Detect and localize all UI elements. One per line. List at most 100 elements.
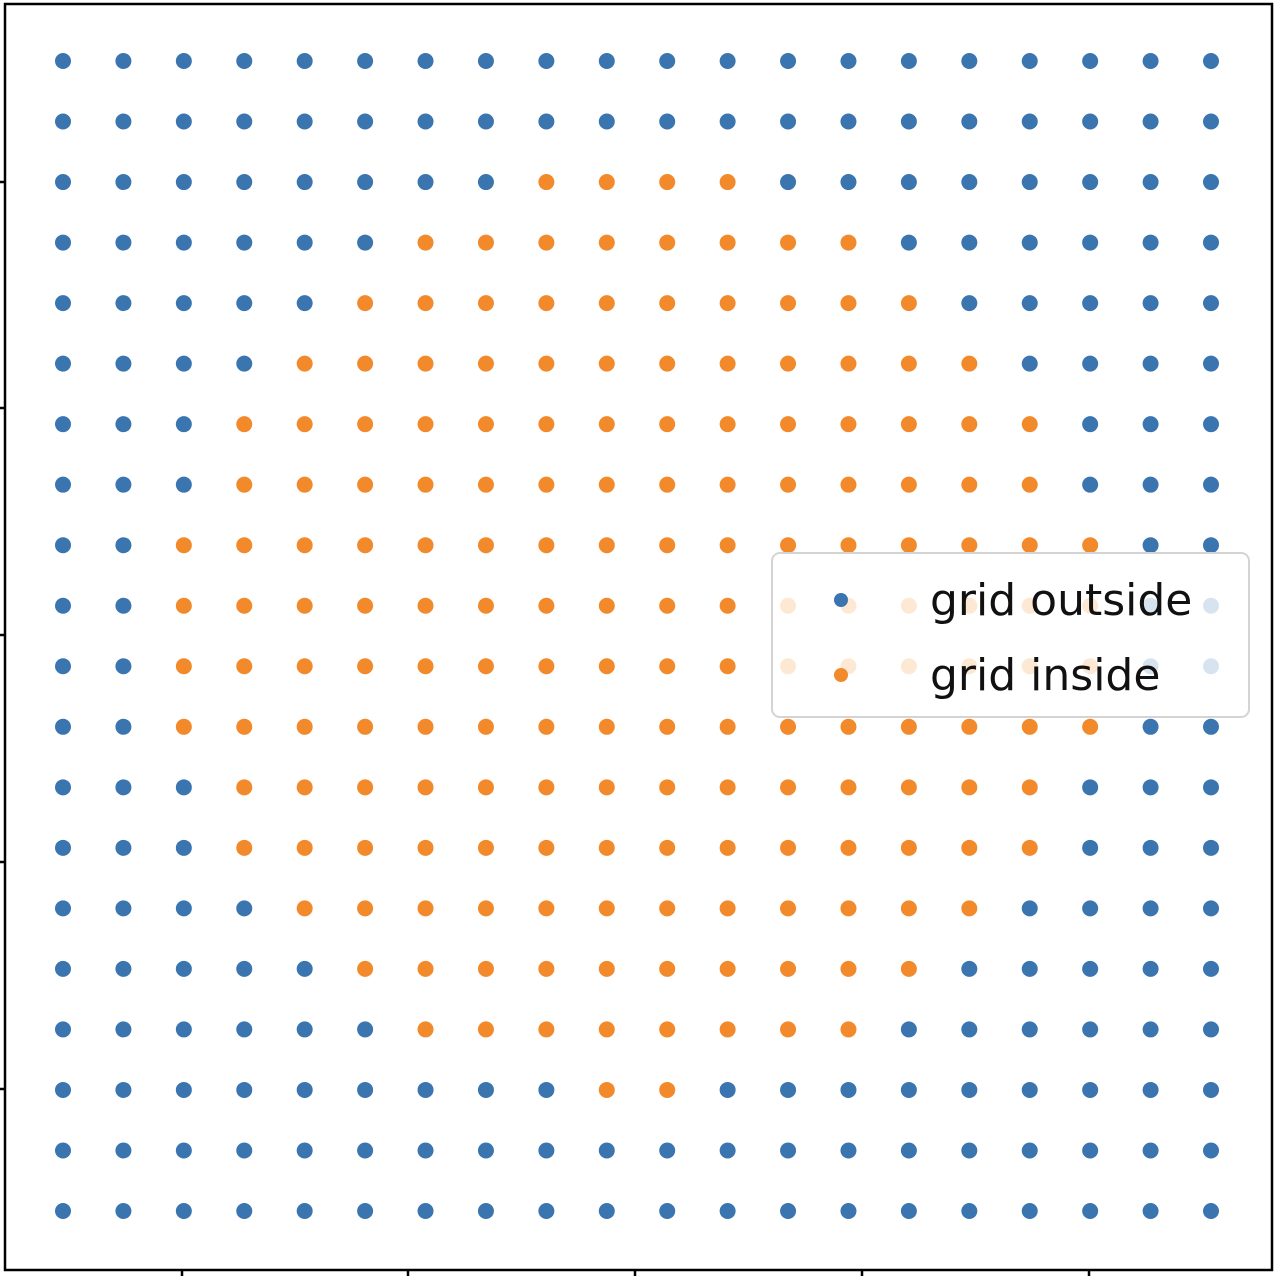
point-grid-outside <box>1082 355 1099 372</box>
point-grid-inside <box>961 537 978 554</box>
point-grid-inside <box>357 900 374 917</box>
point-grid-outside <box>175 53 192 69</box>
point-grid-outside <box>296 174 313 191</box>
point-grid-inside <box>477 779 494 796</box>
point-grid-outside <box>840 113 857 130</box>
point-grid-inside <box>236 476 253 493</box>
point-grid-inside <box>357 597 374 614</box>
point-grid-outside <box>659 1142 676 1159</box>
point-grid-outside <box>719 1203 736 1219</box>
point-grid-outside <box>55 1203 71 1219</box>
point-grid-outside <box>55 839 71 856</box>
point-grid-inside <box>1021 416 1038 433</box>
point-grid-inside <box>296 839 313 856</box>
point-grid-inside <box>417 355 434 372</box>
point-grid-inside <box>598 355 615 372</box>
point-grid-inside <box>659 779 676 796</box>
point-grid-inside <box>659 234 676 251</box>
point-grid-inside <box>719 234 736 251</box>
point-grid-inside <box>477 476 494 493</box>
point-grid-inside <box>780 416 797 433</box>
point-grid-outside <box>236 1081 253 1098</box>
point-grid-outside <box>175 416 192 433</box>
point-grid-inside <box>659 355 676 372</box>
point-grid-inside <box>719 839 736 856</box>
point-grid-inside <box>236 537 253 554</box>
point-grid-outside <box>1142 476 1159 493</box>
point-grid-outside <box>1021 1142 1038 1159</box>
point-grid-inside <box>1021 537 1038 554</box>
point-grid-outside <box>1203 53 1219 69</box>
point-grid-outside <box>417 53 434 69</box>
point-grid-outside <box>175 1142 192 1159</box>
point-grid-inside <box>477 658 494 675</box>
point-grid-outside <box>1082 1142 1099 1159</box>
point-grid-outside <box>115 295 132 312</box>
point-grid-outside <box>55 1081 71 1098</box>
point-grid-outside <box>840 53 857 69</box>
point-grid-outside <box>175 839 192 856</box>
point-grid-outside <box>55 597 71 614</box>
point-grid-outside <box>236 295 253 312</box>
point-grid-outside <box>115 1142 132 1159</box>
point-grid-outside <box>1142 416 1159 433</box>
point-grid-inside <box>961 718 978 735</box>
point-grid-inside <box>236 416 253 433</box>
point-grid-inside <box>659 658 676 675</box>
point-grid-outside <box>1082 234 1099 251</box>
point-grid-outside <box>55 779 71 796</box>
point-grid-outside <box>1203 416 1219 433</box>
point-grid-outside <box>55 234 71 251</box>
legend-box <box>771 552 1250 718</box>
point-grid-outside <box>1082 476 1099 493</box>
point-grid-outside <box>1203 779 1219 796</box>
point-grid-outside <box>1021 1203 1038 1219</box>
point-grid-outside <box>1021 960 1038 977</box>
point-grid-inside <box>598 900 615 917</box>
point-grid-outside <box>1203 1021 1219 1038</box>
point-grid-outside <box>115 718 132 735</box>
point-grid-outside <box>296 1021 313 1038</box>
point-grid-outside <box>1021 295 1038 312</box>
point-grid-outside <box>175 1203 192 1219</box>
point-grid-inside <box>961 355 978 372</box>
point-grid-inside <box>659 174 676 191</box>
point-grid-inside <box>538 476 555 493</box>
point-grid-outside <box>538 1081 555 1098</box>
point-grid-inside <box>598 658 615 675</box>
point-grid-inside <box>175 718 192 735</box>
point-grid-outside <box>236 234 253 251</box>
point-grid-outside <box>236 1142 253 1159</box>
point-grid-outside <box>780 174 797 191</box>
axes-frame <box>3 2 1274 1272</box>
point-grid-inside <box>538 234 555 251</box>
point-grid-inside <box>719 416 736 433</box>
point-grid-inside <box>900 416 917 433</box>
point-grid-outside <box>357 1142 374 1159</box>
point-grid-outside <box>115 53 132 69</box>
point-grid-outside <box>659 1203 676 1219</box>
point-grid-outside <box>780 113 797 130</box>
point-grid-outside <box>1021 234 1038 251</box>
point-grid-outside <box>296 960 313 977</box>
point-grid-outside <box>1142 234 1159 251</box>
point-grid-inside <box>175 597 192 614</box>
point-grid-outside <box>598 53 615 69</box>
point-grid-inside <box>1021 779 1038 796</box>
point-grid-outside <box>1142 779 1159 796</box>
point-grid-inside <box>296 597 313 614</box>
point-grid-inside <box>598 234 615 251</box>
point-grid-outside <box>236 355 253 372</box>
point-grid-outside <box>357 234 374 251</box>
point-grid-outside <box>115 1021 132 1038</box>
point-grid-inside <box>357 416 374 433</box>
point-grid-inside <box>900 718 917 735</box>
point-grid-outside <box>236 1203 253 1219</box>
point-grid-outside <box>1142 1142 1159 1159</box>
point-grid-inside <box>900 779 917 796</box>
point-grid-outside <box>55 53 71 69</box>
point-grid-inside <box>840 537 857 554</box>
point-grid-inside <box>598 174 615 191</box>
point-grid-outside <box>296 1142 313 1159</box>
point-grid-inside <box>900 960 917 977</box>
